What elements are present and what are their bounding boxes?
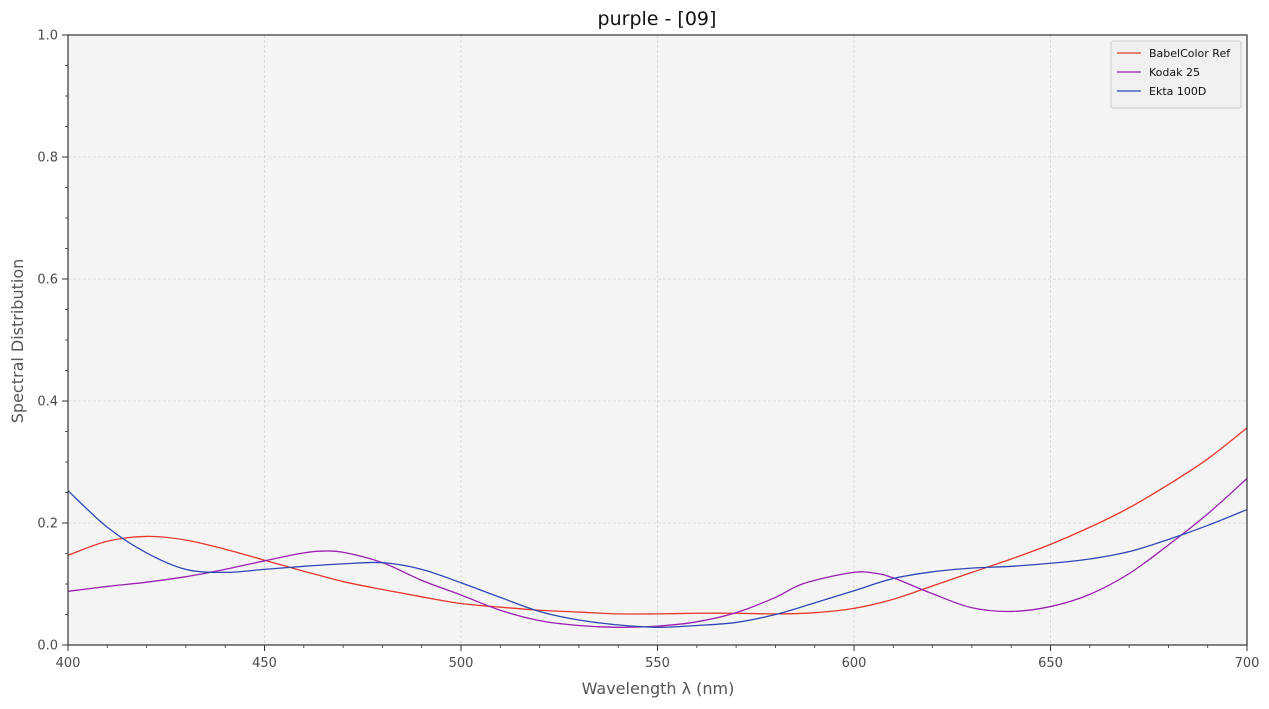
x-tick-label: 650: [1038, 656, 1063, 671]
x-tick-label: 600: [842, 656, 867, 671]
x-tick-label: 450: [252, 656, 277, 671]
y-axis-label: Spectral Distribution: [8, 259, 27, 423]
x-axis-label: Wavelength λ (nm): [582, 679, 735, 698]
x-tick-label: 400: [56, 656, 81, 671]
legend: BabelColor Ref Kodak 25 Ekta 100D: [1110, 40, 1242, 109]
x-tick-label: 550: [645, 656, 670, 671]
legend-label: Ekta 100D: [1149, 85, 1206, 98]
y-tick-label: 1.0: [37, 29, 58, 44]
y-tick-label: 0.6: [37, 273, 58, 288]
chart-title: purple - [09]: [598, 8, 717, 30]
x-tick-label: 500: [449, 656, 474, 671]
series-line-kodak-25: [67, 477, 1248, 628]
legend-label: Kodak 25: [1149, 66, 1200, 79]
series-lines: [67, 427, 1248, 628]
legend-label: BabelColor Ref: [1149, 47, 1231, 60]
y-tick-label: 0.4: [37, 395, 58, 410]
x-tick-label: 700: [1235, 656, 1260, 671]
y-tick-label: 0.8: [37, 151, 58, 166]
series-line-ekta-100d: [67, 490, 1248, 628]
y-tick-label: 0.0: [37, 639, 58, 654]
axis-ticks: 400 450 500 550 600 650 700 0.0 0.2 0.4 0.6 0.8 1.0: [37, 29, 1259, 672]
legend-box: [1110, 40, 1242, 109]
y-tick-label: 0.2: [37, 517, 58, 532]
gridlines: [68, 35, 1247, 645]
